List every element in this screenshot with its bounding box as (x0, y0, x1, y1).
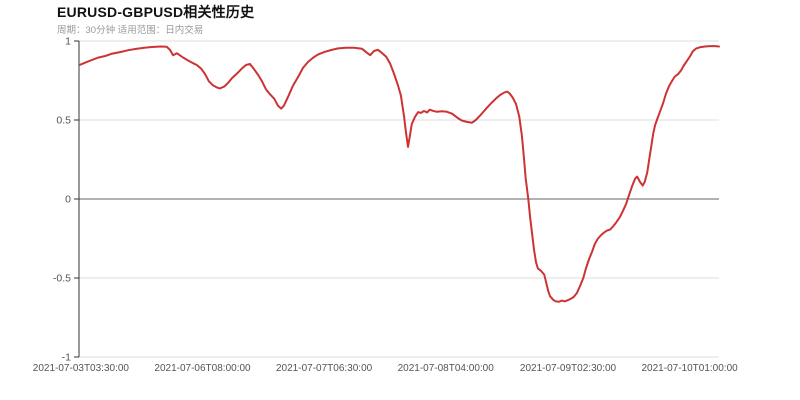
x-tick-label: 2021-07-09T02:30:00 (520, 363, 617, 374)
x-tick-label: 2021-07-07T06:30:00 (276, 363, 373, 374)
x-tick-label: 2021-07-08T04:00:00 (398, 363, 495, 374)
chart-subtitle: 周期：30分钟 适用范围：日内交易 (57, 25, 204, 36)
chart-title: EURUSD-GBPUSD相关性历史 (57, 4, 255, 20)
x-tick-label: 2021-07-06T08:00:00 (154, 363, 251, 374)
x-tick-label: 2021-07-03T03:30:00 (33, 363, 130, 374)
y-tick-label: 0 (65, 194, 71, 206)
y-tick-label: 1 (65, 36, 71, 48)
y-tick-label: 0.5 (56, 115, 71, 127)
x-tick-label: 2021-07-10T01:00:00 (642, 363, 739, 374)
correlation-line (79, 45, 720, 303)
y-tick-label: -0.5 (53, 273, 71, 285)
y-tick-label: -1 (62, 352, 71, 364)
